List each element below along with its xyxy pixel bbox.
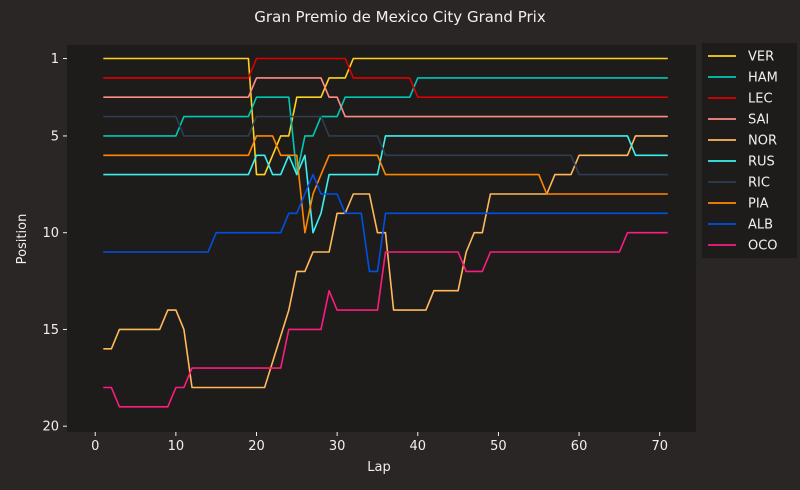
y-tick-label: 1 [51, 52, 59, 67]
legend-label-rus: RUS [748, 155, 775, 170]
series-line-sai [103, 77, 668, 118]
x-tick-label: 70 [651, 439, 668, 454]
y-tick-label: 15 [42, 323, 59, 338]
series-line-rus [103, 135, 668, 234]
legend-label-pia: PIA [748, 197, 769, 212]
x-tick-label: 40 [410, 439, 427, 454]
y-axis-label: Position [15, 214, 30, 265]
legend-box [702, 43, 797, 258]
legend-label-nor: NOR [748, 134, 777, 149]
y-tick-label: 5 [51, 129, 59, 144]
series-line-ver [103, 57, 668, 176]
series-line-alb [103, 173, 668, 273]
legend-label-ric: RIC [748, 176, 770, 191]
chart-title: Gran Premio de Mexico City Grand Prix [254, 8, 546, 26]
x-axis-label: Lap [367, 460, 390, 475]
x-tick-label: 20 [248, 439, 265, 454]
legend-label-ver: VER [748, 50, 774, 65]
series-line-lec [103, 57, 668, 98]
x-tick-label: 50 [490, 439, 507, 454]
series-line-oco [103, 231, 668, 408]
legend-label-sai: SAI [748, 113, 769, 128]
x-tick-label: 10 [168, 439, 185, 454]
series-lines [103, 57, 668, 408]
y-tick-label: 20 [42, 420, 59, 435]
legend-label-ham: HAM [748, 71, 778, 86]
legend-label-alb: ALB [748, 218, 773, 233]
x-tick-label: 30 [329, 439, 346, 454]
legend-label-oco: OCO [748, 239, 778, 254]
series-line-ric [103, 115, 668, 176]
legend-label-lec: LEC [748, 92, 773, 107]
x-tick-label: 60 [571, 439, 588, 454]
series-line-nor [103, 135, 668, 389]
legend: VER HAM LEC SAI NOR RUS RIC PIA ALB OCO [702, 43, 797, 258]
x-tick-label: 0 [91, 439, 99, 454]
series-line-ham [103, 77, 668, 176]
series-line-pia [103, 135, 668, 234]
y-tick-label: 10 [42, 226, 59, 241]
